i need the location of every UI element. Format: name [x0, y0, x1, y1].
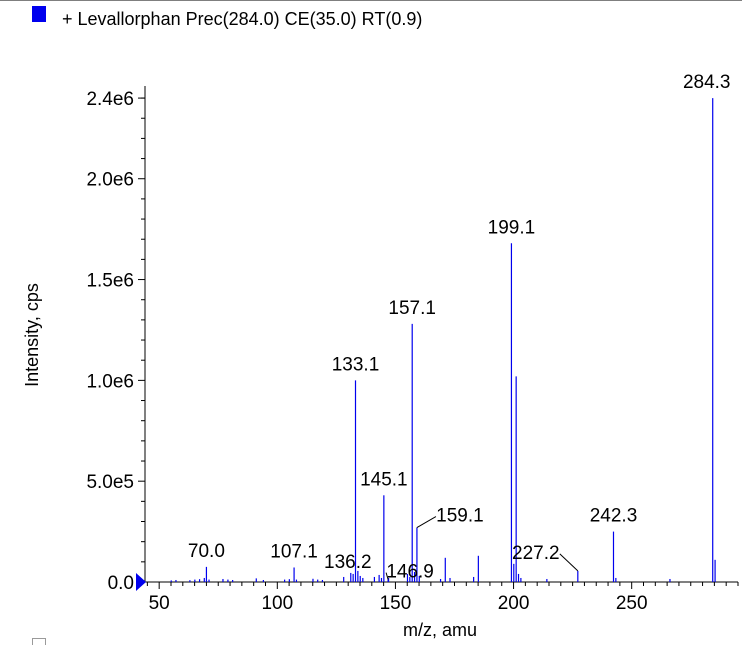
- peak-label: 107.1: [270, 541, 318, 562]
- partial-legend-swatch: [32, 638, 46, 645]
- legend-label: + Levallorphan Prec(284.0) CE(35.0) RT(0…: [62, 9, 423, 29]
- baseline-marker-icon[interactable]: [136, 573, 146, 591]
- y-tick-label: 2.4e6: [86, 89, 134, 110]
- y-tick-label: 0.0: [108, 573, 134, 594]
- legend-color-swatch: [32, 6, 46, 22]
- x-tick-label: 250: [616, 593, 648, 614]
- x-tick-label: 50: [149, 593, 170, 614]
- peak-annotations: 70.0 107.1 133.1 136.2 145.1 146.9 157.1 159.1 1…: [188, 72, 731, 582]
- peak-label: 157.1: [388, 298, 436, 319]
- peak-label: 146.9: [386, 562, 434, 583]
- axes: 0.0 5.0e5 1.0e6 1.5e6 2.0e6 2.4e6 50 100 150 200 2…: [86, 86, 739, 614]
- leader-line: [385, 572, 389, 580]
- y-tick-label: 1.5e6: [86, 271, 134, 292]
- peak-label: 227.2: [512, 543, 560, 564]
- peak-label: 284.3: [683, 72, 731, 93]
- peak-label: 242.3: [590, 506, 638, 527]
- leader-line: [559, 553, 579, 572]
- peaks-series: [170, 98, 716, 582]
- y-tick-label: 1.0e6: [86, 371, 134, 392]
- x-tick-label: 100: [261, 593, 293, 614]
- peak-label: 133.1: [332, 354, 380, 375]
- y-tick-label: 5.0e5: [86, 472, 134, 493]
- peak-label: 145.1: [360, 469, 408, 490]
- peak-label: 199.1: [488, 217, 536, 238]
- y-tick-label: 2.0e6: [86, 170, 134, 191]
- x-axis-label: m/z, amu: [403, 620, 477, 640]
- top-border-line: [0, 0, 742, 1]
- peak-label: 159.1: [436, 506, 484, 527]
- x-tick-label: 150: [380, 593, 412, 614]
- peak-label: 136.2: [324, 552, 372, 573]
- peak-label: 70.0: [188, 541, 225, 562]
- y-axis-label: Intensity, cps: [22, 283, 42, 387]
- leader-line: [416, 516, 437, 528]
- x-tick-label: 200: [498, 593, 530, 614]
